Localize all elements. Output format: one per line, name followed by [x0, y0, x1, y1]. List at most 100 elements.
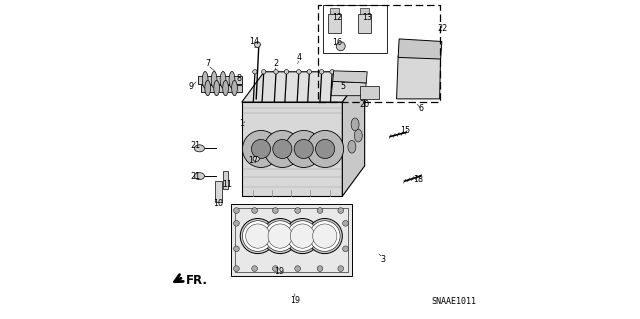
- Polygon shape: [398, 39, 442, 59]
- Bar: [358, 14, 371, 33]
- Ellipse shape: [223, 80, 228, 96]
- Text: FR.: FR.: [186, 274, 207, 286]
- Text: 19: 19: [290, 296, 300, 305]
- Ellipse shape: [211, 71, 217, 88]
- Polygon shape: [242, 102, 342, 196]
- Polygon shape: [202, 85, 242, 92]
- Circle shape: [342, 246, 348, 252]
- Circle shape: [307, 219, 342, 254]
- Circle shape: [273, 139, 292, 159]
- Text: 1: 1: [239, 119, 244, 128]
- Circle shape: [273, 208, 278, 213]
- Ellipse shape: [205, 80, 211, 96]
- Polygon shape: [333, 71, 367, 83]
- Circle shape: [285, 219, 320, 254]
- Circle shape: [243, 221, 273, 251]
- Circle shape: [342, 220, 348, 226]
- Text: 21: 21: [190, 141, 200, 150]
- Circle shape: [296, 70, 301, 74]
- Text: 12: 12: [332, 13, 342, 22]
- Text: 6: 6: [419, 104, 424, 113]
- Text: 11: 11: [222, 180, 232, 189]
- Ellipse shape: [214, 80, 220, 96]
- Bar: [330, 8, 339, 14]
- Circle shape: [285, 130, 322, 167]
- Circle shape: [310, 221, 340, 251]
- Circle shape: [234, 246, 239, 252]
- Bar: [319, 5, 440, 102]
- Text: 10: 10: [214, 199, 223, 208]
- Circle shape: [338, 208, 344, 213]
- Circle shape: [255, 42, 260, 48]
- Circle shape: [262, 219, 298, 254]
- Text: 4: 4: [297, 53, 302, 62]
- Circle shape: [234, 266, 239, 271]
- Polygon shape: [397, 56, 440, 99]
- Text: 22: 22: [438, 24, 448, 33]
- Text: 5: 5: [340, 82, 346, 91]
- Circle shape: [330, 70, 334, 74]
- Bar: [360, 86, 379, 99]
- Circle shape: [273, 266, 278, 271]
- Circle shape: [307, 130, 344, 167]
- Circle shape: [287, 221, 318, 251]
- Circle shape: [294, 139, 314, 159]
- Ellipse shape: [195, 173, 205, 180]
- Circle shape: [265, 221, 296, 251]
- Circle shape: [234, 220, 239, 226]
- Circle shape: [317, 266, 323, 271]
- Circle shape: [262, 70, 266, 74]
- Circle shape: [316, 139, 335, 159]
- Circle shape: [243, 130, 280, 167]
- Polygon shape: [342, 72, 365, 196]
- Text: 8: 8: [236, 74, 241, 83]
- Ellipse shape: [229, 71, 235, 88]
- Circle shape: [291, 224, 315, 248]
- Text: 19: 19: [274, 267, 284, 276]
- Ellipse shape: [202, 71, 208, 88]
- Circle shape: [284, 70, 289, 74]
- Text: SNAAE1011: SNAAE1011: [431, 297, 476, 306]
- Text: 3: 3: [381, 255, 386, 263]
- Circle shape: [253, 70, 257, 74]
- Circle shape: [274, 70, 278, 74]
- Text: 14: 14: [250, 37, 260, 46]
- Text: 21: 21: [190, 172, 200, 181]
- Circle shape: [252, 266, 257, 271]
- Ellipse shape: [355, 129, 362, 142]
- Polygon shape: [242, 72, 365, 102]
- Text: 2: 2: [274, 59, 279, 68]
- Polygon shape: [230, 204, 352, 276]
- Text: 9: 9: [188, 82, 193, 91]
- Circle shape: [252, 208, 257, 213]
- Ellipse shape: [232, 80, 237, 96]
- Ellipse shape: [348, 140, 356, 153]
- Bar: [223, 171, 228, 189]
- Circle shape: [307, 70, 312, 74]
- Circle shape: [295, 266, 301, 271]
- Polygon shape: [331, 81, 366, 96]
- Circle shape: [313, 224, 337, 248]
- Bar: [328, 14, 340, 33]
- Text: 16: 16: [333, 38, 342, 47]
- Ellipse shape: [220, 71, 226, 88]
- Circle shape: [317, 208, 323, 213]
- Text: 7: 7: [205, 59, 211, 68]
- Bar: [216, 181, 222, 202]
- Ellipse shape: [253, 156, 259, 161]
- Text: 13: 13: [362, 13, 372, 22]
- Bar: [323, 5, 387, 53]
- Text: 20: 20: [360, 100, 370, 109]
- Text: 17: 17: [248, 156, 259, 165]
- Circle shape: [264, 130, 301, 167]
- Circle shape: [240, 219, 275, 254]
- Circle shape: [252, 139, 271, 159]
- Text: 15: 15: [401, 126, 410, 135]
- Circle shape: [246, 224, 270, 248]
- Circle shape: [268, 224, 292, 248]
- Circle shape: [319, 70, 324, 74]
- Ellipse shape: [351, 118, 359, 131]
- Ellipse shape: [195, 145, 205, 152]
- Text: 18: 18: [413, 175, 423, 184]
- Circle shape: [234, 208, 239, 213]
